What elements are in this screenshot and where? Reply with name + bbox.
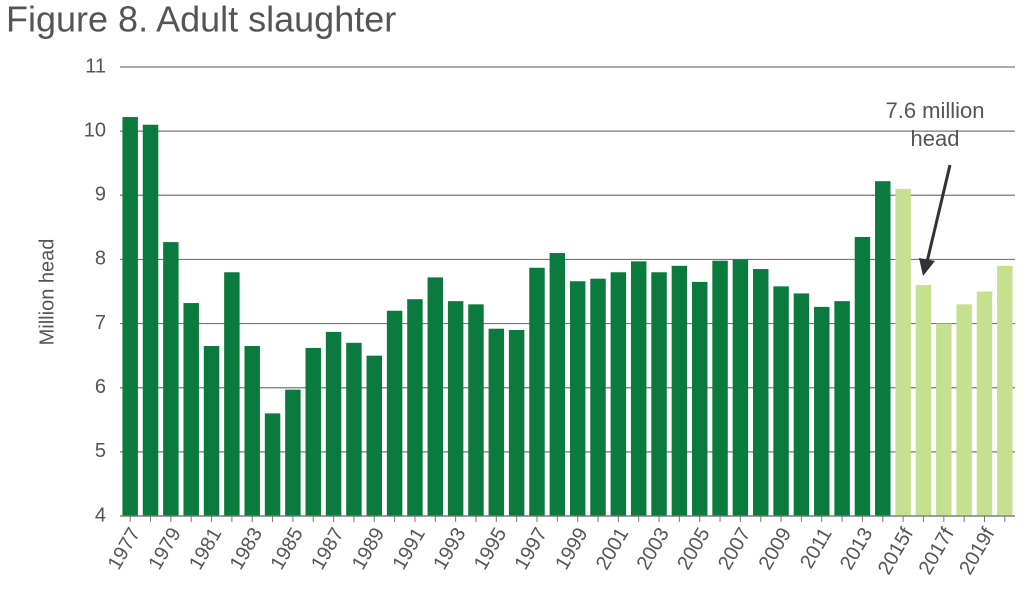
bar	[183, 303, 199, 516]
x-tick-label: 1995	[470, 524, 511, 574]
bar	[122, 117, 138, 516]
bar	[732, 259, 749, 516]
bar	[366, 355, 382, 516]
y-tick-label: 7	[95, 312, 106, 334]
bar	[325, 331, 342, 516]
bar	[793, 293, 810, 516]
x-tick-label: 2015f	[874, 524, 918, 579]
bar	[936, 323, 952, 516]
annotation: head	[911, 126, 960, 151]
x-tick-label: 1993	[429, 524, 470, 574]
x-tick-label: 2003	[633, 524, 674, 574]
bar	[569, 281, 586, 516]
annotation-arrow	[925, 164, 952, 263]
bar	[224, 272, 240, 516]
bar	[386, 310, 403, 516]
x-tick-label: 2009	[755, 524, 796, 574]
y-tick-label: 4	[95, 504, 106, 526]
x-tick-label: 1997	[511, 524, 552, 574]
bar	[630, 261, 647, 516]
x-tick-label: 1989	[348, 524, 389, 574]
x-tick-label: 2007	[714, 524, 755, 574]
y-tick-label: 5	[95, 440, 106, 462]
y-tick-label: 10	[84, 119, 106, 141]
bar	[244, 346, 260, 516]
y-axis-label: Million head	[36, 239, 58, 346]
y-tick-label: 6	[95, 376, 106, 398]
bar	[712, 260, 728, 516]
bar	[407, 299, 423, 516]
chart-title: Figure 8. Adult slaughter	[6, 0, 396, 40]
bar	[447, 301, 464, 516]
bar	[773, 286, 789, 516]
x-tick-label: 2005	[673, 524, 714, 574]
bar	[915, 285, 932, 516]
bar	[671, 265, 688, 516]
x-tick-label: 1987	[307, 524, 348, 574]
bar	[488, 328, 505, 516]
x-tick-label: 2019f	[955, 524, 999, 579]
bar	[163, 242, 179, 517]
bar	[651, 272, 667, 516]
x-tick-label: 1979	[144, 524, 185, 574]
y-tick-label: 9	[95, 184, 106, 206]
x-tick-label: 2011	[796, 524, 837, 572]
x-tick-label: 2013	[836, 524, 877, 574]
x-tick-label: 2017f	[915, 524, 959, 579]
bar	[854, 236, 871, 516]
x-tick-label: 2001	[592, 524, 633, 574]
x-tick-label: 1977	[104, 524, 145, 574]
bar	[529, 267, 545, 516]
x-tick-label: 1981	[185, 524, 226, 574]
x-tick-label: 1985	[266, 524, 307, 574]
bar	[997, 265, 1013, 516]
bar	[976, 291, 993, 516]
bar	[814, 306, 830, 516]
bar	[875, 181, 891, 516]
bar	[264, 413, 281, 516]
bar	[753, 269, 769, 516]
bar	[468, 304, 484, 516]
bar	[590, 278, 606, 516]
bar	[549, 253, 566, 516]
x-tick-label: 1999	[551, 524, 592, 574]
bar	[427, 277, 444, 516]
bar	[834, 301, 850, 516]
annotation-arrowhead	[919, 258, 935, 276]
x-tick-label: 1983	[226, 524, 267, 574]
y-tick-label: 11	[85, 55, 106, 77]
bar	[956, 304, 972, 516]
bar	[895, 188, 911, 516]
bar	[610, 272, 627, 516]
bar	[203, 346, 220, 516]
bar	[285, 389, 301, 516]
bar	[142, 124, 159, 516]
bar	[305, 347, 321, 516]
annotation: 7.6 million	[885, 98, 984, 123]
bar	[691, 281, 708, 516]
x-tick-label: 1991	[389, 524, 430, 574]
bar	[508, 329, 525, 516]
y-tick-label: 8	[95, 248, 106, 270]
bar	[346, 342, 362, 516]
